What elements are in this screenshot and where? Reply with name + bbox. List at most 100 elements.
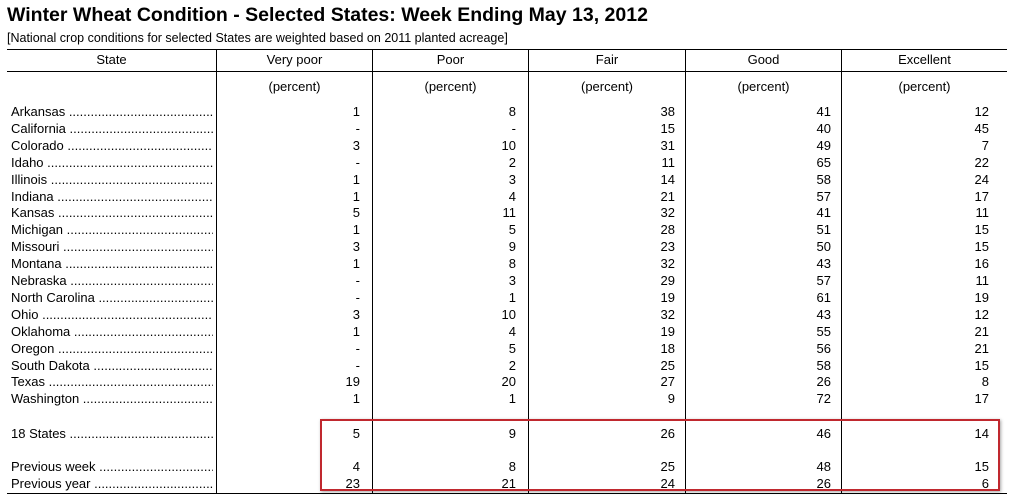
value-cell: 1: [352, 222, 360, 238]
value-cell: 26: [816, 476, 831, 491]
value-cell: 8: [508, 459, 516, 474]
table-row: California .............................…: [0, 121, 1024, 138]
value-cell: 3: [352, 239, 360, 255]
value-cell: 23: [345, 476, 360, 491]
value-cell: 55: [816, 323, 831, 339]
value-cell: 57: [816, 188, 831, 204]
table-row: Arkansas ...............................…: [0, 104, 1024, 121]
value-cell: 18: [660, 340, 675, 356]
state-name: Colorado ...............................…: [11, 138, 213, 153]
value-cell: 15: [974, 459, 989, 474]
table-bottom-rule: [7, 493, 1007, 494]
column-divider: [685, 49, 686, 493]
dot-leader: ........................................…: [57, 340, 213, 356]
column-divider: [372, 49, 373, 493]
value-cell: 3: [508, 273, 516, 288]
value-cell: 1: [352, 256, 360, 272]
value-cell: 49: [816, 137, 831, 153]
value-cell: 32: [660, 306, 675, 322]
value-cell: 43: [816, 306, 831, 322]
state-name: North Carolina .........................…: [11, 290, 213, 305]
value-cell: 1: [508, 391, 516, 407]
value-cell: 26: [816, 374, 831, 390]
table-row: Idaho ..................................…: [0, 155, 1024, 172]
value-cell: 24: [660, 476, 675, 491]
unit-label: (percent): [898, 79, 951, 94]
value-cell: 19: [660, 323, 675, 339]
table-row: Michigan ...............................…: [0, 222, 1024, 239]
state-name: Montana ................................…: [11, 256, 213, 271]
dot-leader: ........................................…: [94, 476, 213, 491]
state-name: 18 States ..............................…: [11, 426, 213, 441]
dot-leader: ........................................…: [99, 459, 213, 474]
value-cell: 17: [974, 188, 989, 204]
value-cell: 22: [974, 154, 989, 170]
value-cell: -: [355, 357, 360, 373]
value-cell: 5: [508, 340, 516, 356]
table-row: South Dakota ...........................…: [0, 358, 1024, 375]
dot-leader: ........................................…: [65, 256, 213, 272]
value-cell: 12: [974, 306, 989, 322]
value-cell: 8: [508, 256, 516, 272]
table-row: Illinois ...............................…: [0, 172, 1024, 189]
value-cell: 19: [974, 289, 989, 305]
value-cell: -: [355, 340, 360, 356]
header-excellent: Excellent: [898, 52, 951, 67]
value-cell: 6: [981, 476, 989, 491]
dot-leader: ........................................…: [69, 426, 213, 441]
dot-leader: ........................................…: [68, 104, 213, 119]
value-cell: 58: [816, 357, 831, 373]
dot-leader: ........................................…: [66, 222, 213, 238]
state-name: Previous year ..........................…: [11, 476, 213, 491]
table-row: Montana ................................…: [0, 256, 1024, 273]
value-cell: 11: [661, 154, 676, 170]
value-cell: 15: [974, 357, 989, 373]
header-state: State: [96, 52, 127, 67]
value-cell: 1: [352, 188, 360, 204]
dot-leader: ........................................…: [48, 374, 213, 390]
state-name: Oklahoma ...............................…: [11, 324, 213, 339]
value-cell: 16: [974, 256, 989, 272]
dot-leader: ........................................…: [82, 391, 213, 407]
state-name: Michigan ...............................…: [11, 222, 213, 237]
value-cell: 51: [816, 222, 831, 238]
value-cell: 4: [508, 323, 516, 339]
value-cell: 15: [660, 120, 675, 136]
value-cell: -: [355, 154, 360, 170]
column-divider: [528, 49, 529, 493]
value-cell: 5: [508, 222, 516, 238]
table-row: Colorado ...............................…: [0, 138, 1024, 155]
value-cell: 5: [352, 426, 360, 441]
dot-leader: ........................................…: [93, 357, 213, 373]
table-row: Washington .............................…: [0, 391, 1024, 408]
value-cell: 38: [660, 104, 675, 119]
header-good: Good: [747, 52, 780, 67]
page-subtitle: [National crop conditions for selected S…: [7, 31, 508, 45]
value-cell: 20: [501, 374, 516, 390]
value-cell: 2: [508, 154, 516, 170]
value-cell: 1: [352, 323, 360, 339]
value-cell: 5: [352, 205, 360, 221]
value-cell: -: [355, 289, 360, 305]
value-cell: 43: [816, 256, 831, 272]
value-cell: 7: [981, 137, 989, 153]
value-cell: 48: [816, 459, 831, 474]
table-row: Previous week ..........................…: [0, 459, 1024, 476]
value-cell: 15: [974, 239, 989, 255]
value-cell: 10: [501, 137, 516, 153]
dot-leader: ........................................…: [70, 273, 213, 288]
state-name: Indiana ................................…: [11, 189, 213, 204]
value-cell: 72: [816, 391, 831, 407]
state-name: Idaho ..................................…: [11, 155, 213, 170]
value-cell: 8: [981, 374, 989, 390]
value-cell: 61: [816, 289, 831, 305]
state-name: Ohio ...................................…: [11, 307, 213, 322]
value-cell: 3: [352, 137, 360, 153]
state-name: Arkansas ...............................…: [11, 104, 213, 119]
value-cell: 15: [974, 222, 989, 238]
dot-leader: ........................................…: [47, 154, 213, 170]
value-cell: 25: [660, 459, 675, 474]
value-cell: 14: [974, 426, 989, 441]
table-top-rule: [7, 49, 1007, 50]
state-name: Nebraska ...............................…: [11, 273, 213, 288]
